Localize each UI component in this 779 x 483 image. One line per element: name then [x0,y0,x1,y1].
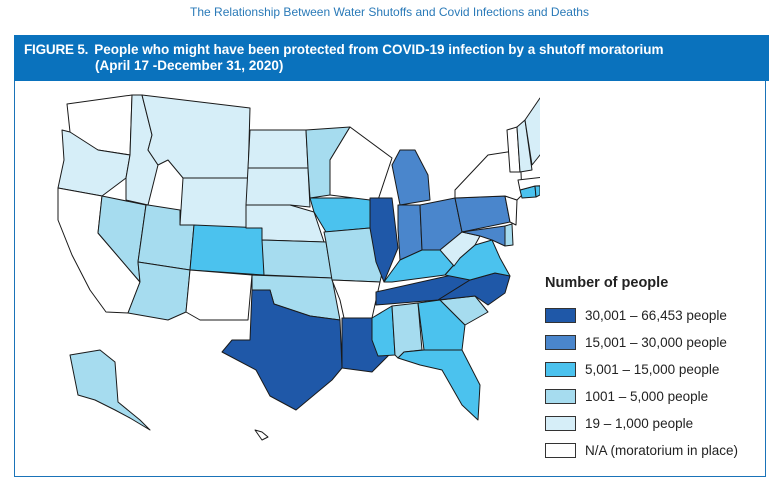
legend-label: 15,001 – 30,000 people [585,335,727,350]
figure-title: People who might have been protected fro… [94,42,664,57]
state-nd [247,129,309,169]
state-de [504,223,514,247]
legend-item-b1: 19 – 1,000 people [545,410,738,437]
page-header: The Relationship Between Water Shutoffs … [190,5,589,19]
state-mi [391,149,431,206]
legend-item-b2: 1001 – 5,000 people [545,383,738,410]
legend-label: 19 – 1,000 people [585,416,694,431]
state-nm [185,269,253,321]
figure-subtitle: (April 17 -December 31, 2020) [95,58,284,73]
legend: Number of people 30,001 – 66,453 people 1… [545,275,738,464]
state-sd [245,167,311,208]
legend-swatch [545,308,576,323]
state-co [189,224,266,276]
figure-label: FIGURE 5. [24,42,89,57]
state-me [524,97,540,166]
state-ks [261,239,333,279]
state-al [391,302,423,359]
legend-label: 1001 – 5,000 people [585,389,709,404]
legend-swatch [545,389,576,404]
us-choropleth-map [57,94,540,441]
state-md [461,225,506,247]
state-wy [179,177,249,229]
state-nh [516,119,533,173]
state-ar [331,279,381,319]
state-mt [141,94,251,179]
legend-item-b4: 15,001 – 30,000 people [545,329,738,356]
state-fl [397,349,481,421]
state-ny [454,149,523,201]
legend-item-b3: 5,001 – 15,000 people [545,356,738,383]
legend-title: Number of people [545,275,669,291]
state-ri [534,185,540,198]
state-ma [517,177,540,191]
state-hi [254,429,269,441]
state-ms [371,305,396,357]
legend-label: 5,001 – 15,000 people [585,362,720,377]
legend-item-na: N/A (moratorium in place) [545,437,738,464]
state-ga [417,299,466,351]
legend-label: 30,001 – 66,453 people [585,308,727,323]
legend-item-b5: 30,001 – 66,453 people [545,302,738,329]
figure-frame [14,35,766,477]
legend-swatch [545,416,576,431]
legend-swatch [545,362,576,377]
state-ak [69,349,151,431]
state-tx [221,289,343,411]
figure-title-bar: FIGURE 5. People who might have been prot… [14,35,769,81]
legend-label: N/A (moratorium in place) [585,443,739,458]
legend-swatch [545,443,576,458]
legend-swatch [545,335,576,350]
